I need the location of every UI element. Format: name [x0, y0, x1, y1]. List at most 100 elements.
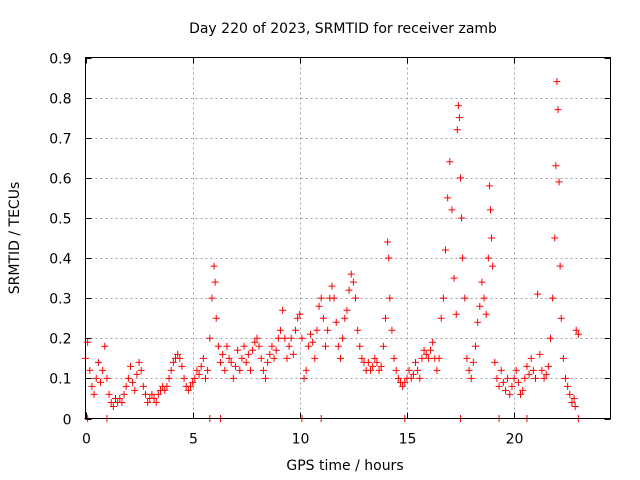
- data-point: [322, 342, 329, 350]
- data-point: [416, 374, 424, 382]
- data-point: [570, 394, 578, 402]
- data-point: [382, 314, 389, 322]
- data-point: [210, 262, 218, 270]
- data-point: [144, 398, 152, 406]
- data-point: [244, 350, 252, 358]
- data-point: [118, 398, 126, 406]
- data-point: [354, 326, 362, 334]
- data-point: [435, 354, 443, 362]
- data-point: [191, 374, 199, 382]
- data-point: [311, 354, 319, 362]
- data-point: [452, 310, 460, 318]
- y-tick-label: 0.5: [49, 212, 71, 228]
- data-point: [217, 358, 224, 366]
- data-point: [422, 350, 430, 358]
- data-point: [212, 314, 220, 322]
- data-point: [512, 366, 520, 374]
- data-point: [542, 370, 550, 378]
- data-point: [536, 350, 544, 358]
- data-point: [124, 374, 132, 382]
- data-point: [369, 362, 377, 370]
- data-point: [105, 390, 113, 398]
- data-point: [457, 174, 464, 182]
- data-point: [564, 382, 572, 390]
- data-point: [92, 374, 100, 382]
- data-point: [538, 366, 546, 374]
- data-point: [339, 334, 347, 342]
- data-point: [388, 326, 396, 334]
- y-axis: 0 0.1 0.2 0.3 0.4 0.5 0.6 0.7 0.8 0.9: [49, 52, 611, 429]
- data-point: [148, 390, 156, 398]
- data-point: [178, 362, 186, 370]
- data-point: [448, 206, 456, 214]
- x-axis-label: GPS time / hours: [286, 458, 403, 474]
- data-point: [446, 158, 454, 166]
- data-point: [401, 378, 409, 386]
- data-point: [525, 370, 533, 378]
- data-point: [129, 378, 137, 386]
- data-point: [352, 294, 359, 302]
- data-point: [373, 358, 381, 366]
- data-point: [485, 182, 493, 190]
- data-point: [302, 366, 310, 374]
- data-point: [292, 326, 299, 334]
- data-point: [455, 114, 463, 122]
- data-point: [221, 366, 229, 374]
- data-point: [161, 386, 169, 394]
- data-point: [453, 126, 461, 134]
- data-point: [399, 382, 407, 390]
- data-point: [420, 346, 428, 354]
- data-point: [349, 278, 357, 286]
- data-point: [493, 374, 501, 382]
- data-point: [274, 334, 282, 342]
- data-point: [184, 386, 192, 394]
- data-point: [236, 366, 244, 374]
- data-point: [574, 330, 582, 338]
- data-point: [109, 402, 117, 410]
- data-point: [247, 366, 254, 374]
- data-point: [152, 398, 160, 406]
- data-point: [519, 386, 527, 394]
- x-tick-label: 10: [292, 432, 310, 448]
- data-point: [101, 342, 109, 350]
- data-point: [298, 334, 306, 342]
- data-point: [427, 346, 434, 354]
- data-point: [127, 362, 134, 370]
- data-point: [287, 334, 295, 342]
- data-point: [562, 374, 569, 382]
- data-point: [227, 358, 235, 366]
- data-point: [549, 294, 557, 302]
- data-point: [319, 314, 327, 322]
- plot-frame: [85, 57, 611, 419]
- y-axis-label: SRMTID / TECUs: [7, 182, 23, 295]
- data-point: [86, 366, 94, 374]
- data-point: [384, 238, 392, 246]
- data-point: [270, 354, 278, 362]
- x-tick-label: 15: [399, 432, 417, 448]
- data-point: [433, 366, 441, 374]
- data-point: [517, 390, 524, 398]
- data-point: [255, 342, 263, 350]
- data-point: [328, 282, 336, 290]
- data-point: [506, 390, 514, 398]
- data-point: [103, 374, 111, 382]
- data-point: [407, 374, 415, 382]
- data-point: [551, 234, 559, 242]
- data-point: [304, 342, 312, 350]
- grid-lines: [85, 57, 611, 419]
- data-point: [444, 194, 452, 202]
- data-point: [474, 318, 482, 326]
- chart-title: Day 220 of 2023, SRMTID for receiver zam…: [189, 21, 497, 37]
- data-point: [202, 374, 209, 382]
- data-point: [345, 286, 353, 294]
- data-point: [277, 326, 284, 334]
- data-point: [88, 382, 96, 390]
- data-point: [283, 354, 291, 362]
- data-point: [337, 354, 344, 362]
- data-point: [377, 362, 385, 370]
- data-point: [495, 382, 503, 390]
- data-point: [90, 390, 98, 398]
- data-point: [412, 358, 419, 366]
- data-point: [94, 358, 102, 366]
- data-point: [313, 326, 321, 334]
